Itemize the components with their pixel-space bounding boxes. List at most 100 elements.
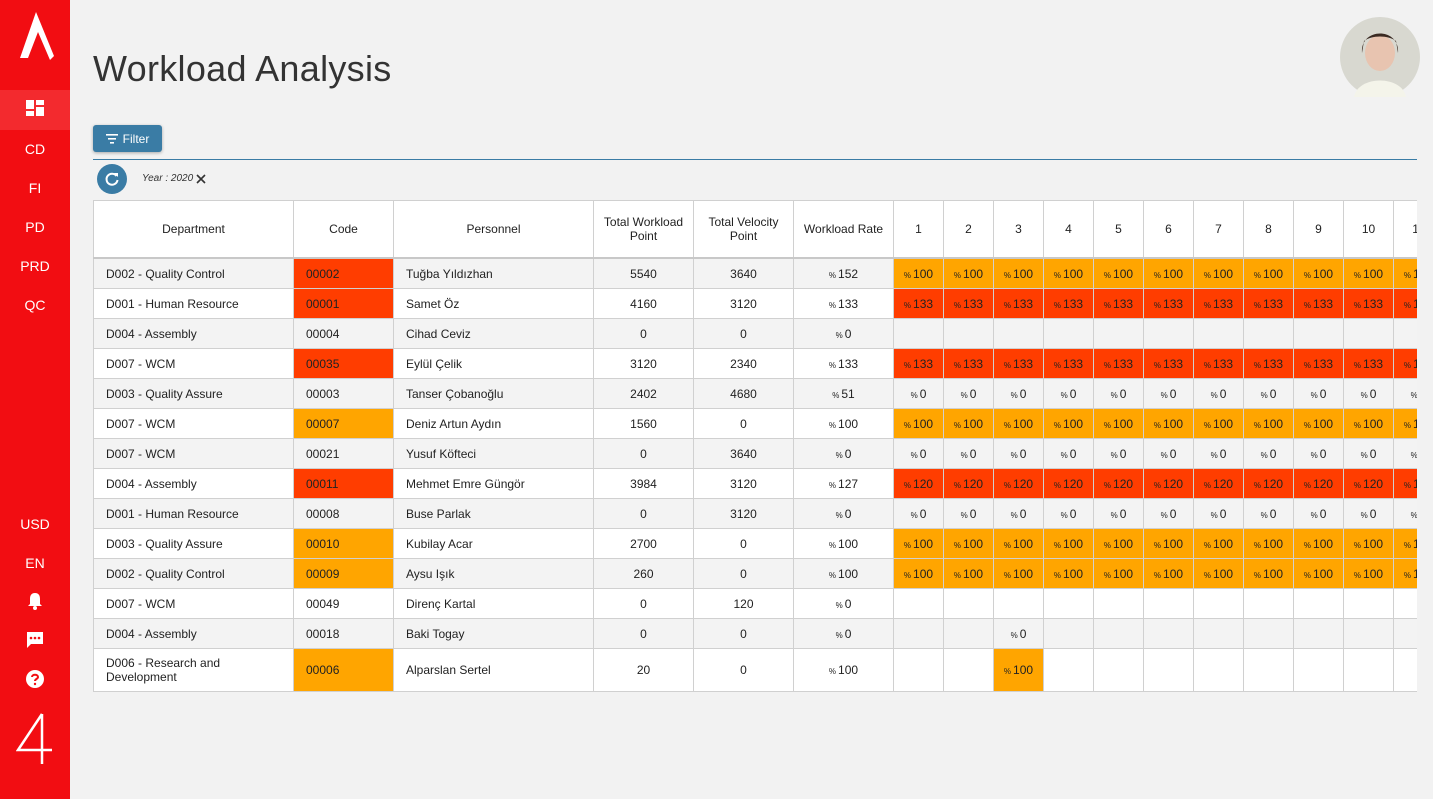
percent-sign: % [1203, 270, 1212, 280]
percent-value: 100 [1013, 566, 1034, 581]
month-cell: %133 [1193, 348, 1244, 379]
filter-button[interactable]: Filter [93, 125, 162, 152]
percent-value: 0 [919, 446, 927, 461]
percent-sign: % [1153, 570, 1162, 580]
percent-value: 100 [1363, 566, 1384, 581]
month-cell [1093, 588, 1144, 619]
remove-filter[interactable] [195, 173, 207, 185]
month-cell: %0 [1393, 438, 1417, 469]
workload-rate-cell: % 152 [793, 257, 894, 289]
percent-value: 100 [1213, 266, 1234, 281]
percent-value: 0 [844, 326, 852, 341]
dashboard-icon[interactable] [26, 100, 44, 116]
month-cell: %133 [1293, 288, 1344, 319]
code-cell: 00035 [293, 348, 394, 379]
currency-setting[interactable]: USD [20, 516, 50, 532]
percent-sign: % [1260, 510, 1268, 520]
month-cell: %100 [993, 257, 1044, 289]
column-header: Department [93, 200, 294, 259]
percent-value: 0 [1069, 386, 1077, 401]
department-cell: D001 - Human Resource [93, 498, 294, 529]
percent-value: 100 [1213, 536, 1234, 551]
personnel-cell: Aysu Işık [393, 558, 594, 589]
month-cell [893, 318, 944, 349]
month-cell: %100 [993, 528, 1044, 559]
nav-item[interactable]: CD [24, 141, 46, 157]
nav-item[interactable]: QC [24, 297, 46, 313]
percent-sign: % [1153, 540, 1162, 550]
percent-value: 133 [1363, 296, 1384, 311]
logo[interactable] [14, 10, 56, 62]
notifications-icon[interactable] [27, 592, 43, 610]
filter-chip: Year : 2020 [142, 173, 194, 184]
personnel-cell: Samet Öz [393, 288, 594, 319]
workload-rate-cell: % 133 [793, 288, 894, 319]
month-cell: %133 [1143, 288, 1194, 319]
department-cell: D004 - Assembly [93, 318, 294, 349]
percent-value: 133 [1063, 356, 1084, 371]
personnel-cell: Baki Togay [393, 618, 594, 649]
total-velocity-cell: 0 [693, 528, 794, 559]
filter-icon [105, 133, 118, 144]
percent-value: 120 [1263, 476, 1284, 491]
month-cell: %100 [1243, 408, 1294, 439]
percent-value: 100 [1313, 536, 1334, 551]
department-cell: D002 - Quality Control [93, 558, 294, 589]
month-cell: %133 [1043, 288, 1094, 319]
month-cell: %0 [1393, 498, 1417, 529]
month-cell [1243, 618, 1294, 649]
month-cell: %100 [893, 558, 944, 589]
percent-value: 100 [1113, 566, 1134, 581]
percent-sign: % [1411, 451, 1417, 460]
month-cell: %133 [943, 288, 994, 319]
refresh-button[interactable] [97, 164, 127, 194]
personnel-cell: Eylül Çelik [393, 348, 594, 379]
percent-value: 100 [1213, 566, 1234, 581]
month-header: 3 [993, 200, 1044, 259]
workload-rate-cell: % 100 [793, 648, 894, 692]
percent-value: 0 [1269, 386, 1277, 401]
percent-sign: % [1153, 420, 1162, 430]
month-cell: %0 [1243, 498, 1294, 529]
percent-sign: % [1353, 540, 1362, 550]
personnel-cell: Alparslan Sertel [393, 648, 594, 692]
language-setting[interactable]: EN [25, 555, 45, 571]
nav-item[interactable]: PD [25, 219, 45, 235]
percent-sign: % [1253, 570, 1262, 580]
percent-value: 100 [913, 566, 934, 581]
total-velocity-cell: 3640 [693, 257, 794, 289]
column-header: Total Workload Point [593, 200, 694, 259]
department-cell: D004 - Assembly [93, 468, 294, 499]
workload-rate-cell: % 51 [793, 378, 894, 409]
table-row: D007 - WCM 00049 Direnç Kartal 0 120% 0 [93, 588, 1417, 619]
percent-value: 100 [1163, 566, 1184, 581]
nav-item[interactable]: PRD [20, 258, 50, 274]
percent-sign: % [1310, 390, 1318, 400]
percent-value: 0 [1119, 506, 1127, 521]
percent-value: 100 [1063, 416, 1084, 431]
percent-sign: % [1210, 450, 1218, 460]
total-workload-cell: 0 [593, 618, 694, 649]
month-cell: %0 [1143, 498, 1194, 529]
user-avatar[interactable] [1340, 17, 1420, 97]
messages-icon[interactable] [26, 631, 44, 649]
nav-item[interactable]: FI [28, 180, 42, 196]
percent-value: 100 [1413, 267, 1417, 281]
percent-value: 100 [1363, 416, 1384, 431]
percent-sign: % [1003, 540, 1012, 550]
percent-sign: % [1010, 630, 1018, 640]
table-row: D004 - Assembly 00004 Cihad Ceviz 0 0% 0 [93, 318, 1417, 349]
personnel-cell: Yusuf Köfteci [393, 438, 594, 469]
code-cell: 00002 [293, 257, 394, 289]
month-cell: %100 [1093, 558, 1144, 589]
total-velocity-cell: 0 [693, 648, 794, 692]
percent-sign: % [1353, 570, 1362, 580]
month-cell [1143, 618, 1194, 649]
percent-sign: % [903, 540, 912, 550]
help-icon[interactable] [25, 669, 45, 689]
month-cell [1393, 618, 1417, 649]
percent-sign: % [960, 390, 968, 400]
month-cell [1193, 648, 1244, 692]
workload-rate-cell: % 133 [793, 348, 894, 379]
total-velocity-cell: 0 [693, 318, 794, 349]
